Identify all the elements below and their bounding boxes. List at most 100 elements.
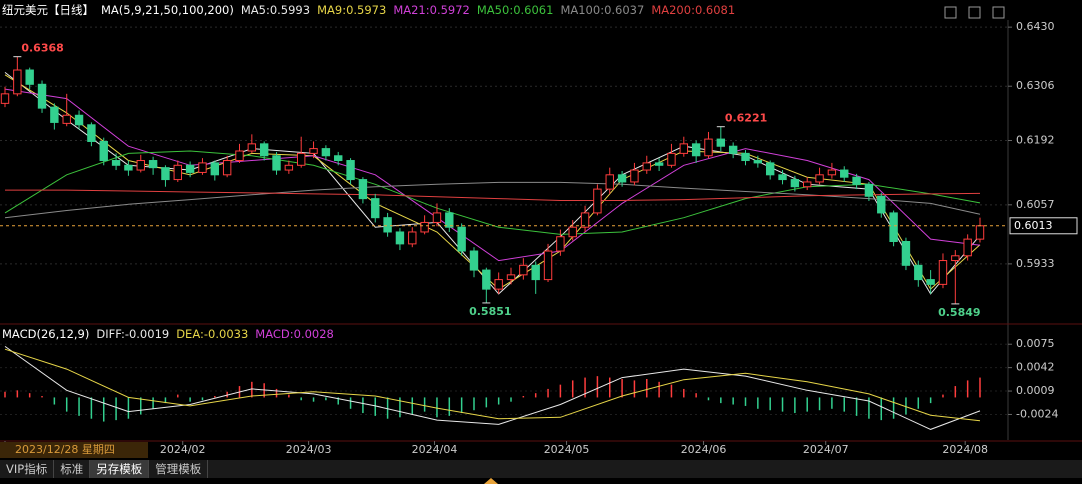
legend-value: 0.5993 [266, 3, 310, 17]
ma-line [4, 150, 981, 235]
candle-body [284, 164, 294, 171]
candle-body [679, 143, 688, 154]
candle-body [568, 226, 577, 238]
candle-body [580, 212, 590, 228]
tab[interactable]: VIP指标 [0, 460, 55, 478]
legend-entry: DIFF-0.0019 [96, 327, 169, 341]
y-tick-label: -0.0024 [1016, 407, 1058, 420]
candle-body [297, 152, 306, 166]
legend-name: MA21 [393, 3, 426, 17]
candle-body [111, 160, 121, 166]
tab[interactable]: 另存模板 [90, 460, 150, 478]
legend-value: 0.6081 [691, 3, 735, 17]
candle-body [161, 167, 170, 181]
candle-body [951, 255, 960, 262]
last-price-label: 0.6013 [1014, 219, 1053, 232]
candle-body [321, 148, 331, 157]
candle-body [889, 212, 898, 242]
y-tick-label: 0.6057 [1016, 198, 1055, 211]
candle-body [124, 164, 133, 171]
candle-body [74, 114, 84, 126]
ma-line [5, 189, 981, 201]
ma-line [4, 88, 981, 262]
candle-body [136, 160, 145, 171]
x-tick-label: 2024/03 [286, 443, 332, 456]
candle-body [790, 179, 800, 188]
candle-body [185, 164, 195, 173]
candle-body [198, 162, 207, 173]
x-tick-label: 2024/07 [803, 443, 849, 456]
candle-body [543, 250, 553, 281]
y-tick-label: 0.6430 [1016, 20, 1055, 33]
legend-value: 0.0028 [290, 327, 334, 341]
price-header: 纽元美元【日线】 MA(5,9,21,50,100,200) MA50.5993… [2, 2, 735, 18]
legend-value: 0.6061 [509, 3, 553, 17]
candle-body [605, 174, 614, 190]
candle-body [148, 160, 158, 169]
icon[interactable] [968, 6, 981, 19]
candle-body [938, 260, 948, 285]
candle-body [531, 264, 540, 281]
candle-body [667, 152, 676, 166]
legend-value: 0.6037 [600, 3, 644, 17]
candle-body [642, 162, 651, 171]
panel-handle[interactable] [484, 478, 498, 484]
y-tick-label: 0.6306 [1016, 79, 1055, 92]
candle-body [494, 279, 503, 290]
legend-value: 0.5973 [342, 3, 386, 17]
y-tick-label: 0.0042 [1016, 361, 1055, 374]
candle-body [371, 198, 380, 219]
legend-entry: MA1000.6037 [560, 3, 644, 17]
extreme-label: 0.5849 [938, 306, 980, 319]
candle-body [37, 83, 47, 109]
legend-name: DEA [176, 327, 200, 341]
extreme-label: 0.6221 [725, 112, 767, 125]
legend-value: 0.5972 [426, 3, 470, 17]
chart-subtitle: MA(5,9,21,50,100,200) [101, 3, 234, 17]
legend-name: DIFF [96, 327, 121, 341]
icon[interactable] [992, 6, 1005, 19]
tab[interactable]: 标准 [54, 460, 91, 478]
legend-entry: MA2000.6081 [651, 3, 735, 17]
candle-body [445, 212, 454, 228]
legend-entry: MA90.5973 [317, 3, 386, 17]
candle-body [753, 160, 763, 164]
candle-body [556, 236, 565, 252]
macd-header: MACD(26,12,9) DIFF-0.0019 DEA-0.0033 MACD0… [2, 326, 334, 342]
x-tick-label: 2024/04 [412, 443, 458, 456]
chart-title: 纽元美元【日线】 [2, 3, 94, 17]
candle-body [926, 279, 935, 285]
x-tick-label: 2024/02 [160, 443, 206, 456]
candle-body [864, 183, 874, 197]
candle-body [25, 69, 34, 85]
legend-entry: MACD0.0028 [255, 327, 334, 341]
legend-entry: MA500.6061 [477, 3, 554, 17]
legend-name: MA50 [476, 3, 510, 17]
candle-body [975, 225, 985, 240]
x-tick-label: 2024/06 [681, 443, 727, 456]
candle-body [395, 231, 405, 245]
icon[interactable] [944, 6, 957, 19]
legend-name: MA5 [240, 3, 266, 17]
candle-body [0, 93, 10, 104]
last-price-box [1009, 217, 1078, 235]
tab[interactable]: 管理模板 [149, 460, 209, 478]
legend-value: -0.0019 [121, 327, 169, 341]
candle-body [259, 143, 269, 157]
toolbar-icons[interactable] [944, 6, 1005, 19]
candle-body [469, 250, 479, 271]
ma-line [4, 181, 981, 219]
legend-name: MACD [255, 327, 290, 341]
candle-body [691, 143, 701, 157]
candle-body [827, 169, 837, 176]
legend-entry: MA210.5972 [393, 3, 470, 17]
candle-body [13, 69, 22, 95]
candle-body [852, 176, 861, 185]
x-tick-label: 2024/05 [544, 443, 590, 456]
extreme-label: 0.5851 [469, 305, 511, 318]
x-tick-label: 2024/08 [942, 443, 988, 456]
candle-body [346, 160, 355, 181]
candle-body [617, 174, 627, 183]
candle-body [87, 124, 96, 142]
